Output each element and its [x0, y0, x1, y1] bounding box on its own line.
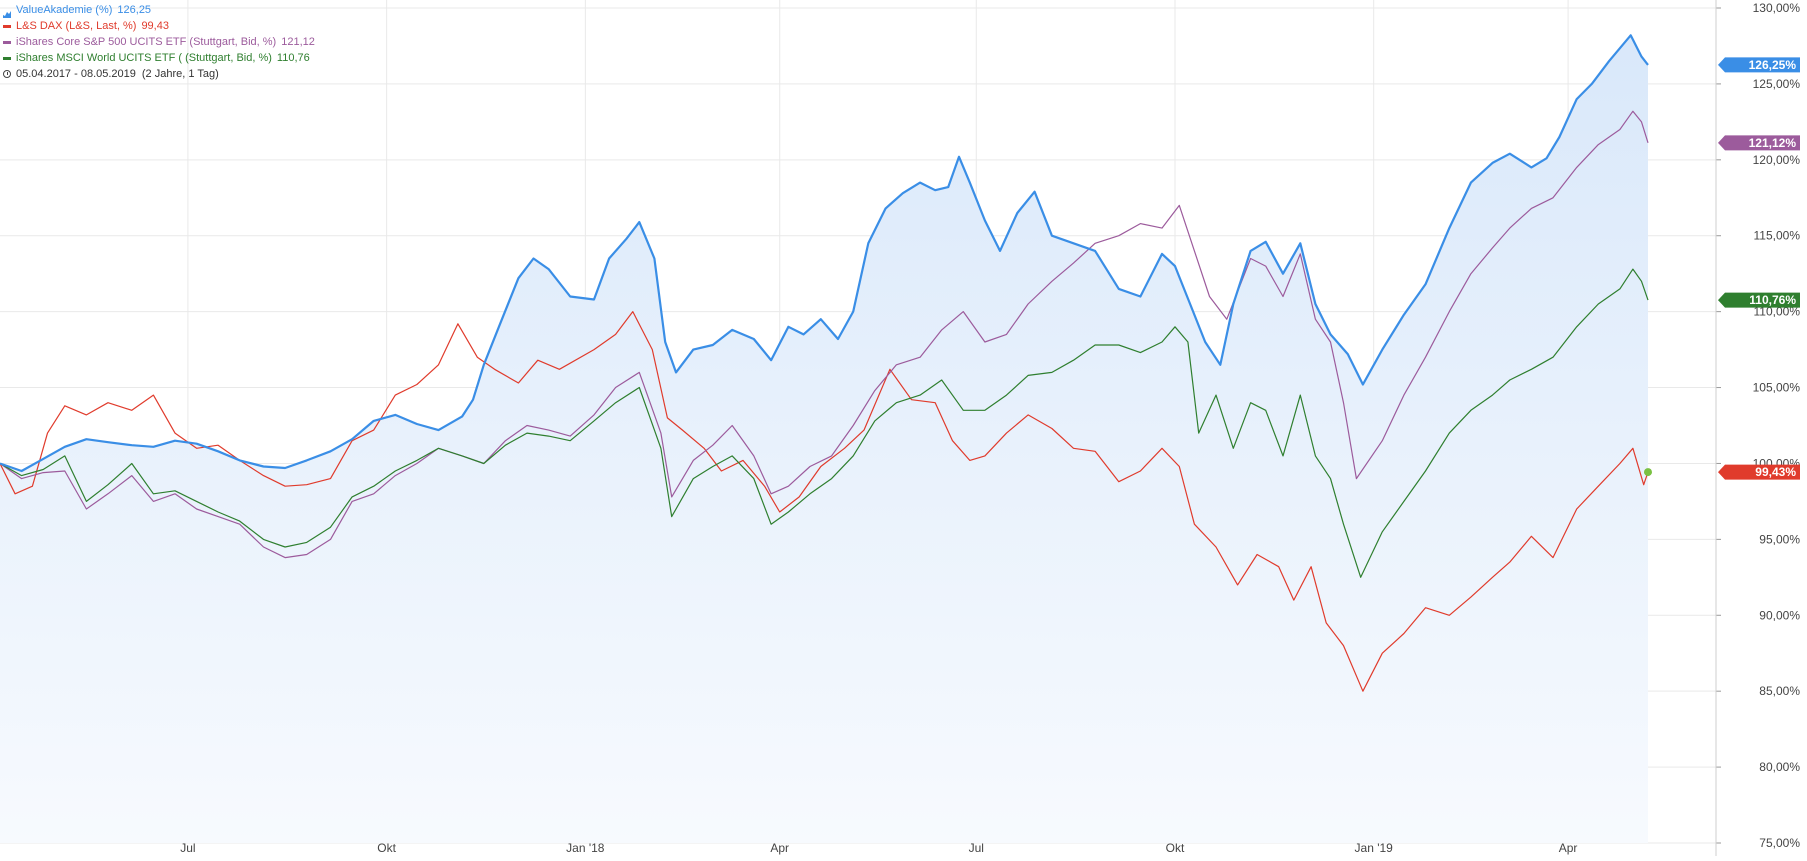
y-tick-label: 130,00% — [1753, 1, 1801, 15]
end-value-tag: 126,25% — [1718, 57, 1800, 73]
legend-label: ValueAkademie (%) — [16, 4, 113, 16]
end-value-label: 110,76% — [1749, 293, 1796, 307]
y-tick-label: 120,00% — [1753, 153, 1801, 167]
area-fill — [0, 35, 1648, 844]
end-value-tag-bg — [1718, 292, 1800, 308]
period-duration: (2 Jahre, 1 Tag) — [141, 68, 219, 80]
y-tick-label: 105,00% — [1753, 381, 1801, 395]
y-tick-label: 75,00% — [1759, 836, 1800, 850]
x-tick-label: Jan '18 — [566, 841, 605, 855]
series-line[interactable] — [0, 311, 1649, 692]
end-value-tag: 110,76% — [1718, 292, 1800, 308]
series-lines — [0, 34, 1652, 692]
legend-value: 99,43 — [141, 20, 169, 32]
x-tick-label: Jul — [969, 841, 984, 855]
end-value-tag-bg — [1718, 464, 1800, 480]
period-info[interactable]: 05.04.2017 - 08.05.2019 (2 Jahre, 1 Tag) — [3, 66, 315, 82]
legend-item-valueakademie[interactable]: ValueAkademie (%) 126,25 — [3, 2, 315, 18]
legend-label: iShares MSCI World UCITS ETF ( (Stuttgar… — [16, 52, 272, 64]
y-axis: 130,00% 125,00% 120,00% 115,00% 110,00% 105,0… — [1715, 0, 1801, 856]
y-tick-label: 80,00% — [1759, 760, 1800, 774]
x-tick-label: Jan '19 — [1355, 841, 1394, 855]
end-value-tag-bg — [1718, 135, 1800, 151]
end-value-tag: 121,12% — [1718, 135, 1800, 151]
area-series-fill — [0, 35, 1648, 844]
period-range: 05.04.2017 - 08.05.2019 — [16, 68, 136, 80]
x-tick-label: Apr — [770, 841, 789, 855]
series-line[interactable] — [0, 268, 1649, 578]
legend-item-sp500[interactable]: iShares Core S&P 500 UCITS ETF (Stuttgar… — [3, 34, 315, 50]
end-value-label: 99,43% — [1755, 465, 1796, 479]
legend-label: iShares Core S&P 500 UCITS ETF (Stuttgar… — [16, 36, 277, 48]
area-chart-icon — [3, 7, 11, 18]
end-value-tag: 99,43% — [1718, 464, 1800, 480]
x-tick-label: Apr — [1559, 841, 1578, 855]
y-tick-label: 95,00% — [1759, 532, 1800, 546]
legend-item-dax[interactable]: L&S DAX (L&S, Last, %) 99,43 — [3, 18, 315, 34]
legend: ValueAkademie (%) 126,25 L&S DAX (L&S, L… — [3, 2, 315, 82]
y-tick-label: 115,00% — [1754, 229, 1801, 243]
y-tick-label: 110,00% — [1754, 305, 1801, 319]
clock-icon — [3, 70, 11, 78]
y-tick-label: 125,00% — [1753, 77, 1801, 91]
legend-label: L&S DAX (L&S, Last, %) — [16, 20, 137, 32]
series-line[interactable] — [0, 34, 1649, 473]
x-tick-label: Okt — [1166, 841, 1185, 855]
x-axis: Jul Okt Jan '18 Apr Jul Okt Jan '19 Apr — [180, 841, 1577, 855]
end-value-tag-bg — [1718, 57, 1800, 73]
legend-value: 121,12 — [281, 36, 315, 48]
line-swatch-icon — [3, 56, 11, 60]
y-tick-label: 85,00% — [1759, 684, 1800, 698]
y-tick-label: 90,00% — [1759, 608, 1800, 622]
line-swatch-icon — [3, 40, 11, 44]
end-value-label: 121,12% — [1749, 136, 1797, 150]
x-tick-label: Okt — [377, 841, 396, 855]
end-value-label: 126,25% — [1749, 58, 1797, 72]
x-tick-label: Jul — [180, 841, 195, 855]
legend-value: 110,76 — [276, 52, 310, 64]
legend-value: 126,25 — [117, 4, 152, 16]
line-swatch-icon — [3, 24, 11, 28]
series-line[interactable] — [0, 110, 1649, 559]
last-value-dot — [1644, 468, 1652, 477]
legend-item-msci-world[interactable]: iShares MSCI World UCITS ETF ( (Stuttgar… — [3, 50, 315, 66]
end-labels: 126,25% 99,43% 121,12% 110,76% — [1718, 57, 1800, 480]
